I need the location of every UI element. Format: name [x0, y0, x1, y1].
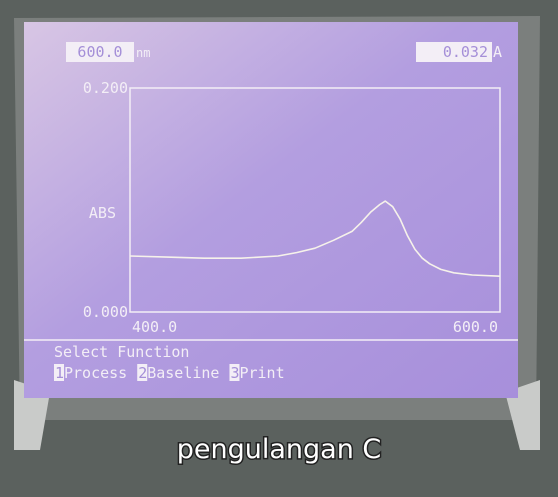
- reading: 0.032: [443, 43, 488, 61]
- wavelength-unit: nm: [136, 46, 150, 60]
- menu-item: Process: [64, 364, 127, 382]
- menu: 1 Process 2 Baseline 3 Print: [54, 364, 285, 382]
- plot-frame: [129, 87, 501, 313]
- key-highlight: [229, 364, 240, 381]
- menu-title: Select Function: [54, 343, 189, 361]
- x-tick-label: 400.0: [132, 318, 177, 336]
- menu-key: 2: [138, 364, 147, 382]
- wavelength: 600.0: [77, 43, 122, 61]
- reading-unit: A: [493, 43, 502, 61]
- caption: pengulangan C: [177, 434, 382, 465]
- menu-item: Baseline: [147, 364, 219, 382]
- menu-key: 3: [230, 364, 239, 382]
- highlight: [66, 42, 134, 62]
- x-tick-label: 600.0: [453, 318, 498, 336]
- menu-item: Print: [239, 364, 284, 382]
- key-highlight: [54, 364, 64, 381]
- screen: [24, 22, 518, 398]
- menu-key: 1: [55, 364, 64, 382]
- y-tick-label: 0.200: [83, 79, 128, 97]
- y-axis-label: ABS: [89, 204, 116, 222]
- key-highlight: [137, 364, 148, 381]
- y-tick-label: 0.000: [83, 303, 128, 321]
- highlight: [416, 42, 492, 62]
- spectrum-line: [129, 200, 501, 277]
